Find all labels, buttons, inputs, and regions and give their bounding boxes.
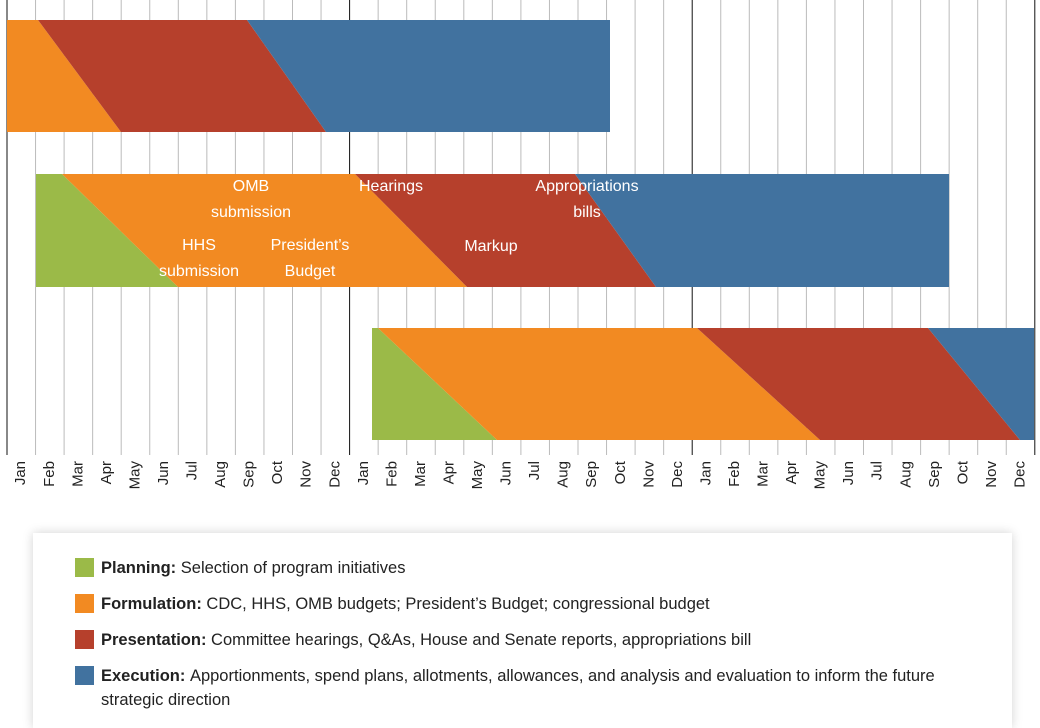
annotation: HHS [182,237,216,254]
phase [38,20,326,132]
legend-description: Apportionments, spend plans, allotments,… [101,667,935,709]
month-label: Jan [12,461,29,485]
phase [36,174,178,287]
month-label: Jul [526,461,543,480]
legend-label: Presentation: [101,631,207,649]
phase [697,328,1020,440]
month-label: Nov [298,461,315,488]
month-label: Feb [383,461,400,487]
month-label: Jun [155,461,172,485]
phase [928,328,1034,440]
legend-label: Planning: [101,559,177,577]
annotation: OMB [233,178,269,195]
annotation: Appropriations [535,178,638,195]
month-label: Aug [212,461,229,488]
legend-text: Execution: Apportionments, spend plans, … [101,664,981,712]
legend-text: Planning: Selection of program initiativ… [101,556,981,580]
month-label: Sep [241,461,258,488]
month-label: Aug [897,461,914,488]
legend-swatch [75,594,94,613]
phase [62,174,467,287]
legend-description: CDC, HHS, OMB budgets; President’s Budge… [206,595,710,613]
legend-label: Execution: [101,667,186,685]
month-label: Dec [669,461,686,488]
month-label: Nov [983,461,1000,488]
legend-swatch [75,558,94,577]
legend-label: Formulation: [101,595,202,613]
month-label: Apr [783,461,800,484]
legend-description: Selection of program initiatives [180,559,406,577]
legend: Planning: Selection of program initiativ… [33,533,1012,728]
legend-description: Committee hearings, Q&As, House and Sena… [211,631,752,649]
legend-item: Planning: Selection of program initiativ… [75,556,1012,580]
legend-text: Formulation: CDC, HHS, OMB budgets; Pres… [101,592,981,616]
month-label: Jan [697,461,714,485]
month-label: Feb [726,461,743,487]
phase [355,174,656,287]
legend-text: Presentation: Committee hearings, Q&As, … [101,628,981,652]
legend-item: Execution: Apportionments, spend plans, … [75,664,1012,712]
phase [372,328,497,440]
month-label: Dec [1011,461,1028,488]
month-label: Sep [583,461,600,488]
month-label: May [812,461,829,490]
month-label: Oct [954,460,971,484]
annotation: submission [159,263,239,280]
annotation: Hearings [359,178,423,195]
annotation: bills [573,204,601,221]
month-label: Jun [840,461,857,485]
month-label: Apr [98,461,115,484]
phase [247,20,610,132]
month-label: Jul [869,461,886,480]
month-label: Jun [498,461,515,485]
month-label: Jan [355,461,372,485]
month-label: Oct [269,460,286,484]
annotation: President’s [271,237,350,254]
phase [378,328,820,440]
timeline: OMB submission HHS submission President’s Bud… [6,0,1036,490]
month-label: Apr [440,461,457,484]
month-label: Oct [612,460,629,484]
month-label: Dec [326,461,343,488]
month-label: Aug [555,461,572,488]
legend-item: Formulation: CDC, HHS, OMB budgets; Pres… [75,592,1012,616]
annotation: Markup [464,238,517,255]
month-label: Mar [69,461,86,487]
month-label: May [469,461,486,490]
legend-item: Presentation: Committee hearings, Q&As, … [75,628,1012,652]
annotation: Budget [285,263,336,280]
annotation: submission [211,204,291,221]
month-label: Jul [184,461,201,480]
legend-swatch [75,630,94,649]
phase [575,174,949,287]
legend-swatch [75,666,94,685]
phase [7,20,121,132]
month-label: Nov [640,461,657,488]
month-label: Mar [755,461,772,487]
month-label: Mar [412,461,429,487]
month-label: Sep [926,461,943,488]
month-label: Feb [41,461,58,487]
month-label: May [126,461,143,490]
